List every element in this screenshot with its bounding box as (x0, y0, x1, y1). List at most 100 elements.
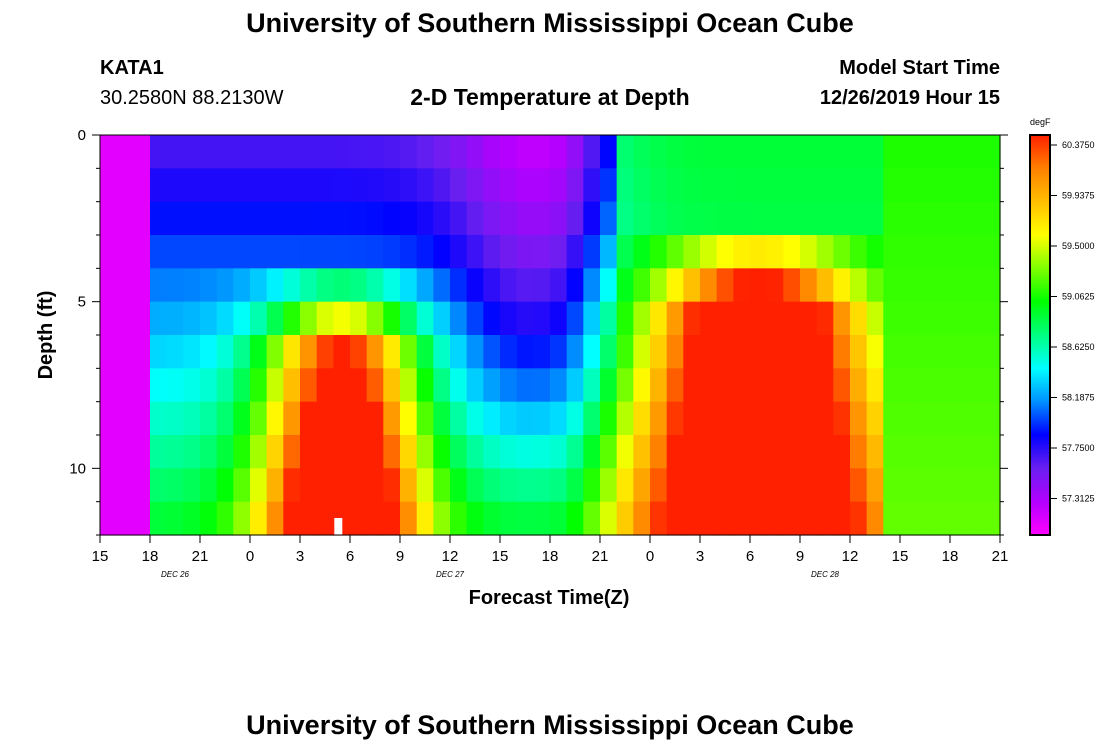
heatmap-cell (366, 135, 384, 169)
heatmap-cell (133, 435, 151, 469)
heatmap-cell (450, 501, 468, 536)
heatmap-cell (950, 368, 968, 403)
heatmap-cell (400, 335, 418, 369)
heatmap-cell (250, 468, 268, 503)
heatmap-cell (100, 235, 118, 269)
heatmap-cell (600, 401, 618, 436)
heatmap-cell (116, 235, 134, 269)
heatmap-cell (383, 201, 401, 236)
heatmap-cell (866, 501, 884, 536)
heatmap-cell (216, 435, 234, 469)
heatmap-cell (416, 501, 434, 536)
heatmap-cell (283, 301, 301, 336)
x-tick-label: 21 (992, 548, 1009, 565)
heatmap-cell (566, 401, 584, 436)
heatmap-cell (483, 268, 501, 303)
heatmap-cell (483, 168, 501, 203)
heatmap-cell (766, 501, 784, 536)
heatmap-cell (666, 235, 684, 269)
heatmap-cell (983, 235, 1001, 269)
heatmap-cell (700, 501, 718, 536)
heatmap-cell (183, 268, 201, 303)
heatmap-cell (233, 168, 251, 203)
heatmap-cell (133, 301, 151, 336)
heatmap-cell (833, 401, 851, 436)
heatmap-cell (350, 368, 368, 403)
heatmap-cell (550, 235, 568, 269)
heatmap-cell (283, 368, 301, 403)
heatmap-cell (983, 335, 1001, 369)
heatmap-cell (350, 401, 368, 436)
heatmap-cell (533, 368, 551, 403)
heatmap-cell (566, 201, 584, 236)
y-axis: 0 5 10 (69, 127, 1008, 536)
heatmap-cell (200, 468, 218, 503)
heatmap-cell (916, 368, 934, 403)
heatmap-cell (800, 401, 818, 436)
heatmap-cell (283, 435, 301, 469)
heatmap-cell (150, 468, 168, 503)
heatmap-cells (100, 135, 1001, 536)
heatmap-cell (116, 268, 134, 303)
heatmap-cell (733, 435, 751, 469)
heatmap-cell (450, 268, 468, 303)
heatmap-cell (866, 301, 884, 336)
heatmap-cell (133, 235, 151, 269)
heatmap-cell (483, 235, 501, 269)
heatmap-cell (733, 401, 751, 436)
heatmap-cell (650, 501, 668, 536)
y-tick-label: 0 (78, 127, 86, 144)
heatmap-cell (366, 501, 384, 536)
heatmap-cell (500, 468, 518, 503)
heatmap-cell (716, 468, 734, 503)
heatmap-cell (916, 135, 934, 169)
heatmap-cell (133, 368, 151, 403)
model-start-label: Model Start Time (839, 57, 1000, 79)
heatmap-cell (266, 368, 284, 403)
heatmap-cell (750, 435, 768, 469)
heatmap-cell (583, 501, 601, 536)
heatmap-cell (333, 235, 351, 269)
heatmap-cell (116, 401, 134, 436)
heatmap-cell (966, 435, 984, 469)
heatmap-cell (883, 401, 901, 436)
heatmap-cell (100, 301, 118, 336)
x-tick-label: 12 (842, 548, 859, 565)
heatmap-cell (450, 468, 468, 503)
heatmap-cell (650, 301, 668, 336)
heatmap-cell (333, 368, 351, 403)
heatmap-cell (950, 135, 968, 169)
heatmap-cell (966, 168, 984, 203)
heatmap-cell (283, 335, 301, 369)
heatmap-cell (633, 168, 651, 203)
heatmap-cell (716, 501, 734, 536)
colorbar-label: 57.3125 (1062, 494, 1095, 504)
heatmap-cell (300, 435, 318, 469)
colorbar-label: 57.7500 (1062, 443, 1095, 453)
heatmap-cell (983, 135, 1001, 169)
heatmap-cell (266, 268, 284, 303)
heatmap-cell (483, 501, 501, 536)
heatmap-cell (283, 501, 301, 536)
heatmap-cell (716, 235, 734, 269)
heatmap-cell (866, 235, 884, 269)
colorbar-label: 58.6250 (1062, 342, 1095, 352)
heatmap-cell (350, 501, 368, 536)
heatmap-cell (166, 435, 184, 469)
x-tick-label: 15 (92, 548, 109, 565)
heatmap-cell (666, 301, 684, 336)
heatmap-cell (250, 335, 268, 369)
heatmap-cell (583, 201, 601, 236)
heatmap-cell (950, 468, 968, 503)
heatmap-cell (483, 201, 501, 236)
heatmap-cell (800, 468, 818, 503)
heatmap-cell (583, 335, 601, 369)
heatmap-cell (900, 368, 918, 403)
heatmap-cell (300, 201, 318, 236)
heatmap-cell (550, 335, 568, 369)
heatmap-cell (316, 401, 334, 436)
heatmap-cell (150, 435, 168, 469)
heatmap-cell (400, 201, 418, 236)
heatmap-cell (666, 168, 684, 203)
heatmap-cell (383, 501, 401, 536)
